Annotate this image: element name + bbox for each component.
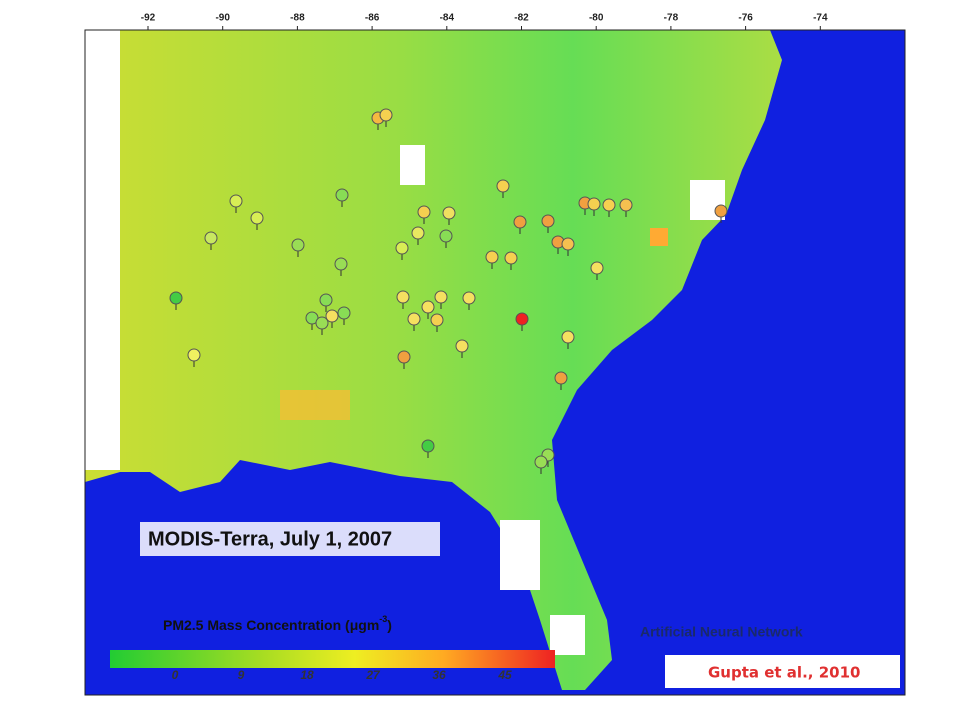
colorbar-tick-label: 9 bbox=[238, 668, 245, 682]
station bbox=[421, 439, 435, 453]
longitude-label: -78 bbox=[664, 13, 679, 24]
high-aod-area bbox=[650, 228, 668, 246]
station bbox=[250, 211, 264, 225]
station bbox=[534, 455, 548, 469]
station bbox=[561, 237, 575, 251]
station bbox=[334, 257, 348, 271]
colorbar-tick-label: 45 bbox=[497, 668, 512, 682]
high-aod-area bbox=[280, 390, 350, 420]
longitude-axis: -92 -90 -88 -86 -84 -82 -80 -78 -76 -74 bbox=[141, 13, 828, 30]
station bbox=[411, 226, 425, 240]
station bbox=[169, 291, 183, 305]
station bbox=[515, 312, 529, 326]
longitude-label: -80 bbox=[589, 13, 604, 24]
station bbox=[421, 300, 435, 314]
colorbar-tick-label: 0 bbox=[172, 668, 179, 682]
colorbar-tick-label: 36 bbox=[432, 668, 446, 682]
no-data-area bbox=[85, 30, 120, 470]
map-title: MODIS-Terra, July 1, 2007 bbox=[148, 528, 392, 550]
longitude-label: -84 bbox=[440, 13, 455, 24]
longitude-label: -90 bbox=[215, 13, 230, 24]
citation: Gupta et al., 2010 bbox=[708, 664, 860, 682]
station bbox=[315, 316, 329, 330]
station bbox=[434, 290, 448, 304]
citation-box bbox=[665, 655, 900, 688]
station bbox=[325, 309, 339, 323]
colorbar-tick-label: 27 bbox=[365, 668, 381, 682]
station bbox=[397, 350, 411, 364]
station bbox=[187, 348, 201, 362]
station bbox=[442, 206, 456, 220]
station bbox=[395, 241, 409, 255]
station bbox=[714, 204, 728, 218]
longitude-label: -92 bbox=[141, 13, 156, 24]
station bbox=[590, 261, 604, 275]
station bbox=[619, 198, 633, 212]
station bbox=[587, 197, 601, 211]
station bbox=[430, 313, 444, 327]
station bbox=[407, 312, 421, 326]
colorbar-ticks: 0 9 18 27 36 45 bbox=[172, 668, 512, 682]
longitude-label: -74 bbox=[813, 13, 828, 24]
method-label: Artificial Neural Network bbox=[640, 624, 803, 640]
station bbox=[462, 291, 476, 305]
station bbox=[554, 371, 568, 385]
longitude-label: -76 bbox=[738, 13, 753, 24]
stations bbox=[169, 108, 728, 474]
station bbox=[602, 198, 616, 212]
station bbox=[396, 290, 410, 304]
colorbar-tick-label: 18 bbox=[300, 668, 314, 682]
station bbox=[455, 339, 469, 353]
longitude-label: -82 bbox=[514, 13, 529, 24]
no-data-area bbox=[400, 145, 425, 185]
station bbox=[417, 205, 431, 219]
station bbox=[335, 188, 349, 202]
station bbox=[337, 306, 351, 320]
station bbox=[561, 330, 575, 344]
station bbox=[229, 194, 243, 208]
title-box bbox=[140, 522, 440, 556]
colorbar-label: PM2.5 Mass Concentration (μgm-3) bbox=[163, 614, 392, 632]
station bbox=[504, 251, 518, 265]
land bbox=[85, 30, 782, 690]
station bbox=[513, 215, 527, 229]
station bbox=[485, 250, 499, 264]
no-data-area bbox=[500, 520, 540, 590]
station bbox=[496, 179, 510, 193]
no-data-area bbox=[550, 615, 585, 655]
colorbar bbox=[110, 650, 555, 668]
longitude-label: -86 bbox=[365, 13, 380, 24]
station bbox=[541, 214, 555, 228]
station bbox=[379, 108, 393, 122]
station bbox=[319, 293, 333, 307]
map-frame bbox=[84, 29, 906, 696]
longitude-label: -88 bbox=[290, 13, 305, 24]
station bbox=[291, 238, 305, 252]
station bbox=[204, 231, 218, 245]
station bbox=[439, 229, 453, 243]
